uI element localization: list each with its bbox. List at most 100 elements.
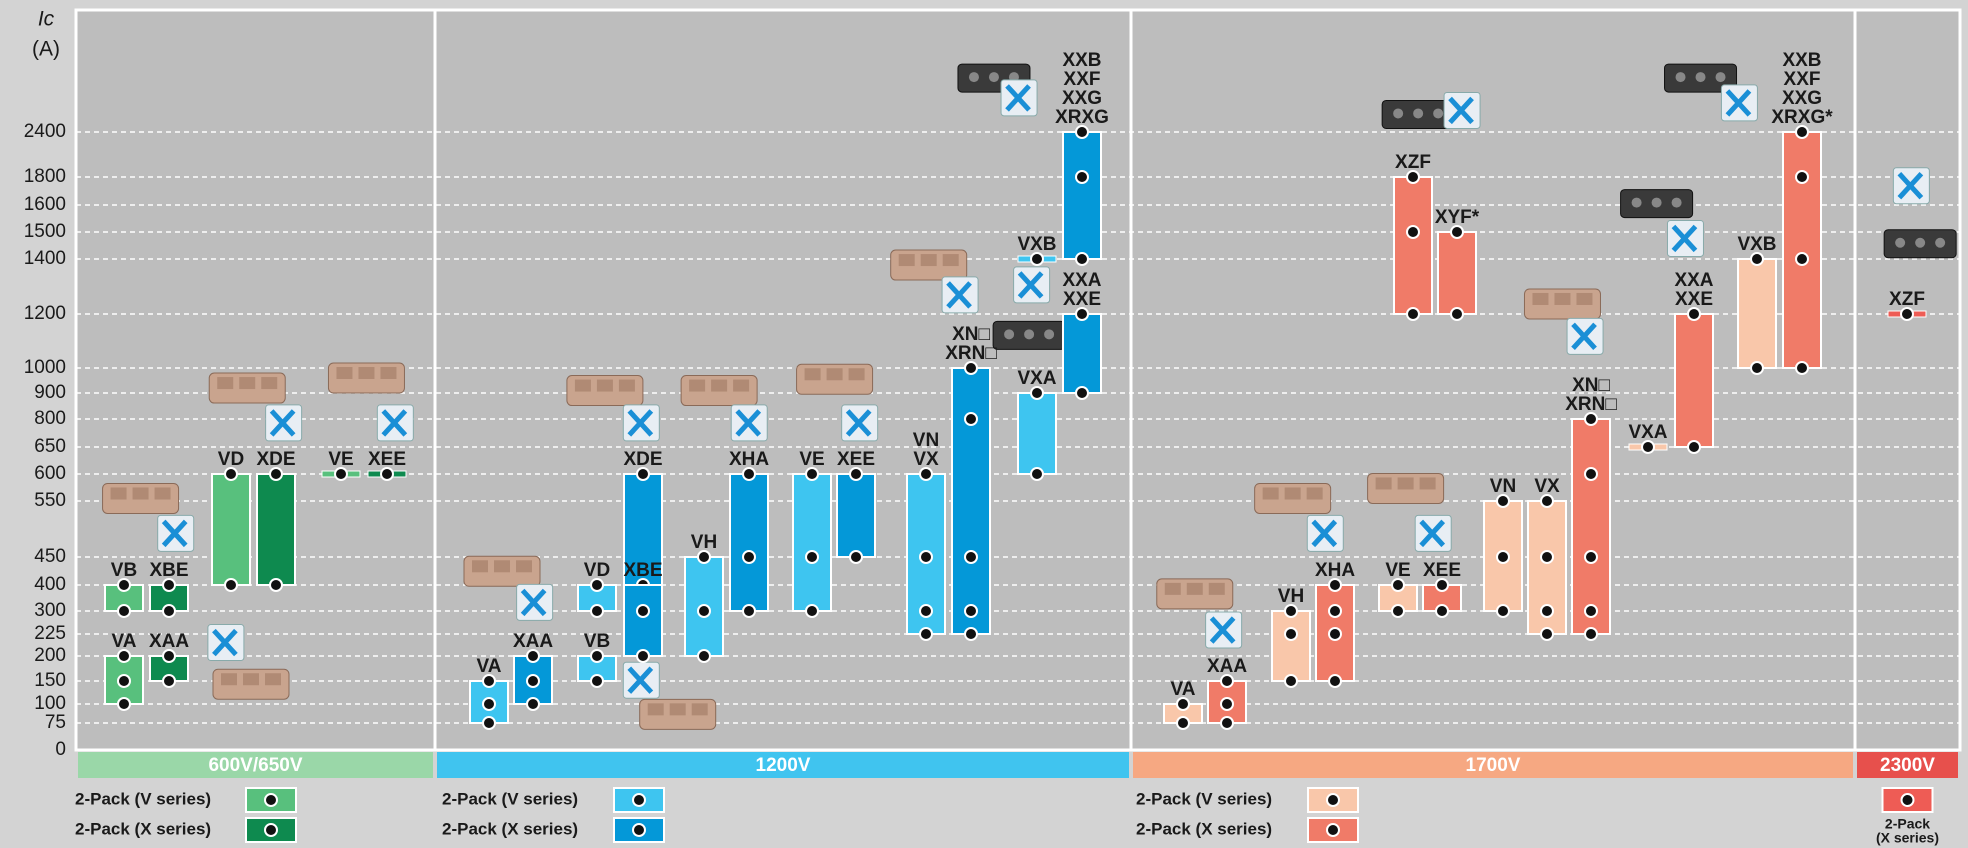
badge-x [161,519,188,548]
product-label: XDE [256,449,295,470]
rating-dot [742,550,756,564]
module-terminal [618,379,635,392]
series-badge [1306,514,1344,552]
y-tick-label: 2400 [24,121,66,142]
product-label: XZF [1395,152,1431,173]
module-terminal [1284,487,1301,500]
module-terminal [1671,197,1682,208]
series-badge [730,404,768,442]
rating-dot [1795,170,1809,184]
module-terminal [1164,582,1181,595]
range-bar [1271,610,1311,682]
product-label: VA [112,631,137,652]
range-bar [951,367,991,635]
rating-dot [1328,578,1342,592]
legend-label: (X series) [1876,830,1939,846]
product-label: XRN□ [945,343,997,364]
product-label: XAA [1207,656,1247,677]
module-image [1883,229,1957,259]
legend-dot [264,823,278,837]
rating-dot [334,467,348,481]
rating-dot [964,604,978,618]
module-terminal [221,673,237,686]
module-terminal [1306,487,1323,500]
y-tick-label: 0 [55,739,66,760]
rating-dot [1584,412,1598,426]
range-bar [211,473,251,586]
series-badge [1566,317,1604,355]
legend-label: 2-Pack (V series) [442,789,578,808]
series-badge [1892,167,1930,205]
legend-label: 2-Pack (V series) [75,789,211,808]
rating-dot [742,467,756,481]
module-terminal [848,368,865,381]
product-label: VB [584,631,610,652]
module-terminal [711,379,728,392]
product-label: VXB [1737,234,1776,255]
range-bar [256,473,296,586]
module-image [566,375,644,407]
product-label: XAA [149,631,189,652]
module-terminal [516,560,532,573]
series-badge [1205,611,1243,649]
series-badge [622,661,660,699]
module-terminal [110,487,127,500]
module-terminal [380,367,397,380]
rating-dot [1328,627,1342,641]
product-label: XXB [1782,50,1821,71]
module-image [1156,578,1234,610]
rating-dot [1687,307,1701,321]
product-label: XXA [1062,270,1101,291]
y-tick-label: 1400 [24,248,66,269]
product-label: XXF [1784,69,1821,90]
voltage-band [1857,752,1958,778]
rating-dot [269,578,283,592]
module-terminal [1419,477,1436,490]
module-terminal [1532,292,1549,305]
rating-dot [1030,252,1044,266]
series-badge [1443,91,1481,129]
y-tick-label: 150 [34,670,66,691]
rating-dot [849,550,863,564]
module-terminal [826,368,843,381]
module-terminal [358,367,375,380]
module-terminal [1004,329,1015,340]
rating-dot [117,674,131,688]
range-bar [1017,392,1057,475]
rating-dot [482,697,496,711]
rating-dot [162,649,176,663]
module-terminal [132,487,149,500]
module-terminal [968,72,979,83]
series-badge [1000,79,1038,117]
rating-dot [482,674,496,688]
legend-label: 2-Pack (X series) [1136,819,1272,838]
badge-x [1419,519,1446,548]
badge-x [381,409,408,437]
rating-dot [964,412,978,426]
module-terminal [691,703,708,716]
product-label: VE [1385,560,1410,581]
product-label: XHA [729,449,769,470]
rating-dot [1584,467,1598,481]
voltage-band [78,752,433,778]
rating-dot [380,467,394,481]
rating-dot [1176,716,1190,730]
module-image [1254,482,1332,514]
module-image [1523,288,1601,320]
range-bar [1062,313,1102,394]
rating-dot [224,467,238,481]
rating-dot [1900,307,1914,321]
rating-dot [526,697,540,711]
range-bar [729,473,769,612]
legend-dot [632,823,646,837]
rating-dot [636,649,650,663]
product-label: XRXG [1055,107,1109,128]
rating-dot [117,578,131,592]
rating-dot [1030,386,1044,400]
badge-x [627,409,654,437]
rating-dot [1391,604,1405,618]
rating-dot [1641,440,1655,454]
module-image [1664,63,1738,93]
module-terminal [1375,477,1392,490]
rating-dot [1284,627,1298,641]
